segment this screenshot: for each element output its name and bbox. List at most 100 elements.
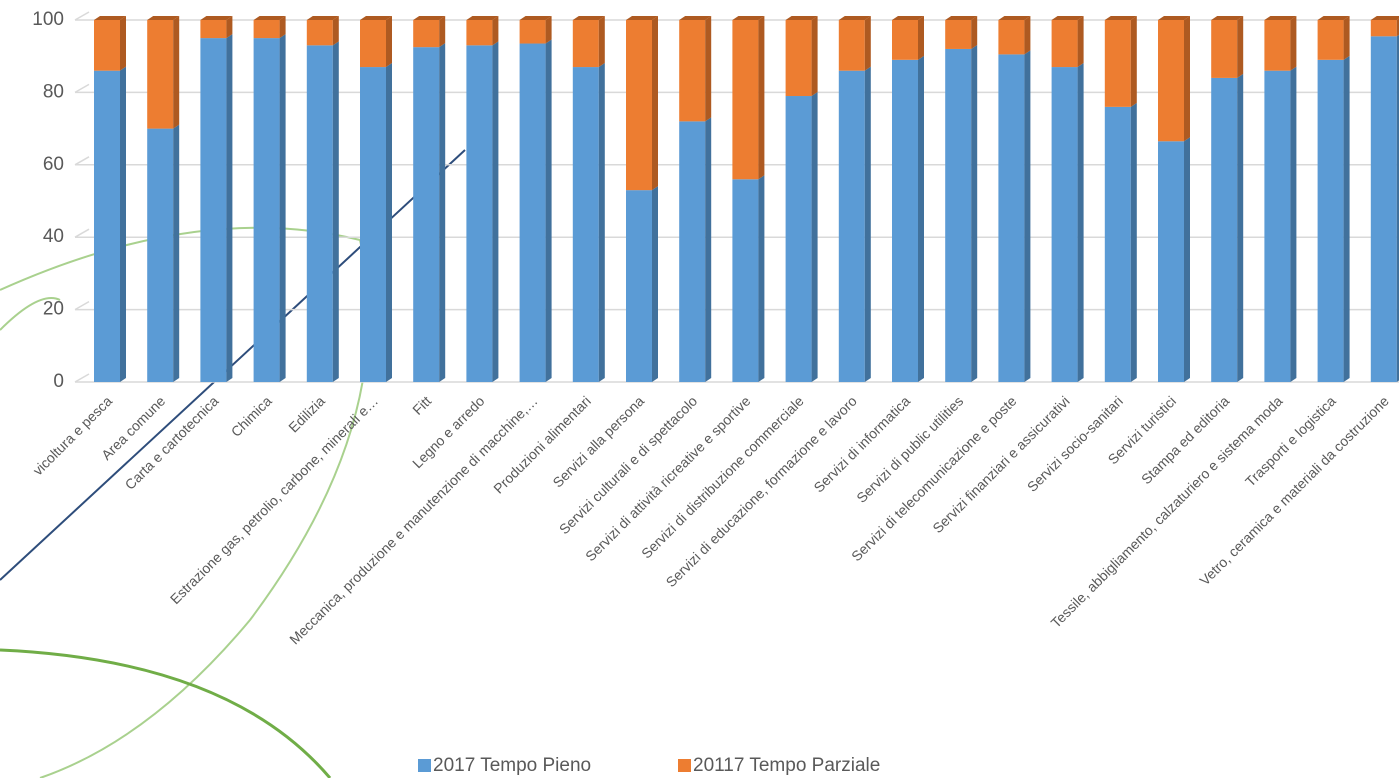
bar-segment <box>1317 59 1344 382</box>
x-tick-label: Servizi di educazione, formazione e lavo… <box>663 393 860 590</box>
bar-side <box>758 175 765 382</box>
bar-side <box>492 41 499 383</box>
x-tick-label: Chimica <box>228 393 275 440</box>
bar-side <box>1343 16 1350 60</box>
bar-side <box>1396 18 1399 37</box>
bar-top <box>732 16 765 20</box>
bar-top <box>572 16 605 20</box>
bar-top <box>1264 16 1297 20</box>
bar-side <box>1184 16 1190 142</box>
bar-segment <box>1264 20 1291 71</box>
bar-side <box>386 63 392 383</box>
bar-side <box>226 16 233 39</box>
bar-top <box>1104 16 1137 20</box>
bar-top <box>306 16 339 20</box>
bar-side <box>386 16 392 68</box>
bar-segment <box>998 54 1025 382</box>
bar-segment <box>1317 20 1344 60</box>
decoration-line <box>0 149 466 581</box>
x-tick-label: Servizi socio-sanitari <box>1024 393 1126 495</box>
bar-segment <box>892 59 918 382</box>
bar-top <box>519 16 552 20</box>
y-tick-label: 40 <box>43 226 64 247</box>
bar-segment <box>200 20 227 39</box>
bar-side <box>226 34 233 382</box>
bar-top <box>1158 16 1190 20</box>
y-tick-label: 60 <box>43 154 64 175</box>
x-tick-label: Meccanica, produzione e manutenzione di … <box>286 393 541 648</box>
bar-top <box>94 16 126 20</box>
bar-segment <box>998 20 1025 55</box>
bar-segment <box>892 20 918 60</box>
bar-segment <box>1211 20 1238 78</box>
bar-side <box>864 66 871 383</box>
bar-top <box>838 16 871 20</box>
x-tick-label: Servizi alla persona <box>549 393 647 491</box>
legend-label: 2017 Tempo Pieno <box>433 755 591 776</box>
bar-side <box>1237 73 1244 383</box>
decoration-curve <box>0 226 370 779</box>
x-tick-label: Fitt <box>409 393 434 418</box>
bar-top <box>413 16 446 20</box>
grid-line-depth <box>74 83 90 94</box>
bar-segment <box>679 121 706 383</box>
bar-side <box>492 16 499 46</box>
bar-segment <box>679 20 706 122</box>
y-tick-label: 20 <box>43 299 64 320</box>
bar-segment <box>413 20 440 48</box>
bar-top <box>892 16 924 20</box>
grid-line-depth <box>74 156 90 166</box>
y-tick-label: 0 <box>53 371 64 392</box>
bar-side <box>1077 63 1084 383</box>
x-tick-label: vicoltura e pesca <box>30 393 116 479</box>
bar-segment <box>413 47 440 383</box>
bar-segment <box>200 38 227 382</box>
bar-top <box>1211 16 1244 20</box>
bar-segment <box>466 45 493 383</box>
bar-side <box>1130 16 1137 107</box>
grid-line-depth <box>74 300 90 311</box>
bar-top <box>785 16 818 20</box>
bar-side <box>332 41 339 383</box>
bar-top <box>200 16 233 20</box>
bar-segment <box>147 128 174 382</box>
bar-top <box>147 16 180 20</box>
grid-line-depth <box>74 228 90 238</box>
bar-side <box>439 43 446 383</box>
bar-segment <box>1104 20 1131 107</box>
bar-segment <box>945 20 972 49</box>
bar-segment <box>732 20 759 180</box>
bar-top <box>1051 16 1084 20</box>
bar-segment <box>1211 77 1238 383</box>
bar-side <box>120 66 126 383</box>
bar-side <box>120 16 126 71</box>
bar-segment <box>1051 67 1078 382</box>
bar-side <box>705 16 712 122</box>
bar-segment <box>360 67 386 382</box>
bar-segment <box>1051 20 1078 68</box>
bar-side <box>758 16 765 180</box>
bar-top <box>945 16 978 20</box>
bar-segment <box>1370 36 1397 382</box>
bar-side <box>598 16 605 68</box>
bar-side <box>918 16 924 60</box>
bar-side <box>1343 55 1350 382</box>
bar-segment <box>519 20 546 44</box>
bar-segment <box>253 20 280 39</box>
legend-label: 20117 Tempo Parziale <box>693 755 880 776</box>
x-tick-label: Servizi di informatica <box>810 393 913 496</box>
bar-segment <box>94 20 120 71</box>
bar-top <box>360 16 392 20</box>
bar-side <box>439 16 446 48</box>
bar-side <box>279 34 286 382</box>
bar-side <box>918 55 924 382</box>
x-tick-label: Edilizia <box>285 393 328 436</box>
bar-side <box>598 63 605 383</box>
bar-side <box>652 16 658 191</box>
bar-side <box>173 16 180 129</box>
x-tick-label: Stampa ed editoria <box>1138 393 1233 488</box>
x-tick-label: Servizi di public utilities <box>853 393 966 506</box>
bar-segment <box>306 20 333 46</box>
